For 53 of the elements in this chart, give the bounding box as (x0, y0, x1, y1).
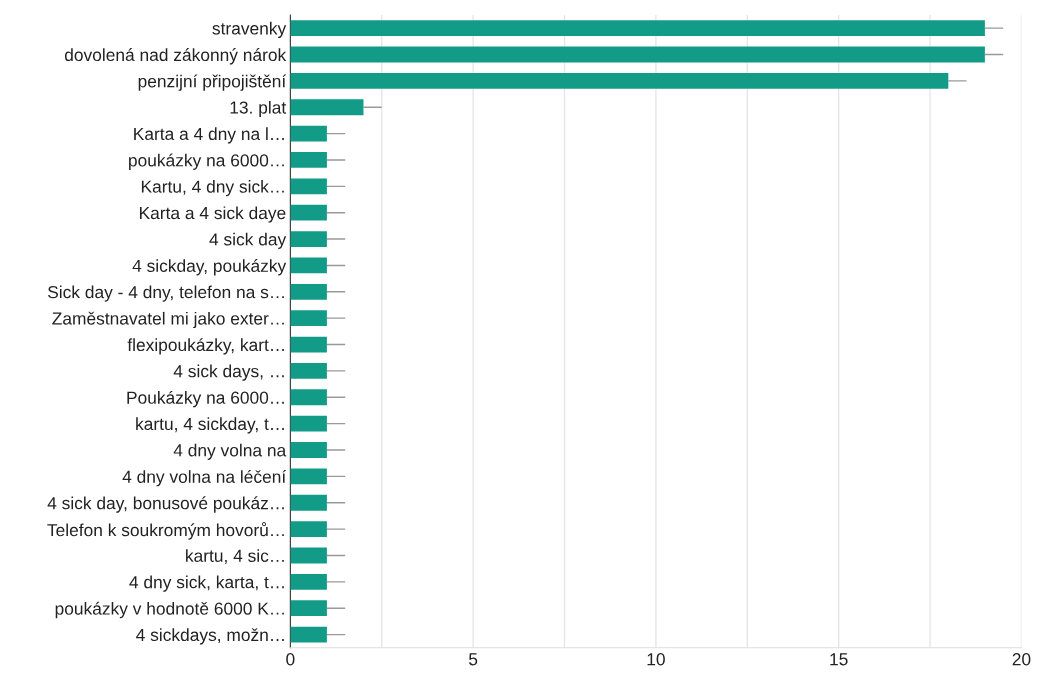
y-tick-label: kartu, 4 sic… (186, 549, 284, 564)
y-tick-label: Kartu, 4 dny sick… (141, 180, 284, 197)
bar (290, 125, 327, 142)
bar (290, 283, 327, 300)
bar (290, 362, 327, 379)
bar (290, 336, 327, 353)
y-tick-label: 4 sickday, poukázky (132, 259, 287, 276)
bar (290, 415, 327, 432)
y-tick-label: 4 sick day, bonusové poukáz… (47, 496, 284, 513)
bar (290, 310, 327, 327)
x-tick-label: 5 (469, 653, 478, 666)
bar (290, 20, 985, 37)
y-tick-label: Karta a 4 dny na l… (134, 127, 284, 144)
y-tick-label: 4 sick days, … (173, 364, 284, 381)
y-tick-label: Karta a 4 sick daye (139, 206, 286, 223)
y-tick-label: poukázky na 6000… (129, 153, 284, 170)
y-tick-label: Poukázky na 6000… (127, 390, 284, 408)
bar (290, 389, 327, 406)
bar (290, 442, 327, 458)
y-tick-label: penzijní připojištění (138, 74, 287, 91)
bar (290, 600, 327, 617)
x-tick-label: 15 (830, 653, 848, 666)
y-tick-label: 4 sickdays, možn… (136, 628, 284, 645)
bar (290, 178, 327, 195)
y-tick-label: Sick day - 4 dny, telefon na s… (47, 285, 284, 302)
y-tick-label: dovolená nad zákonný nárok (64, 48, 287, 65)
x-tick-label: 10 (647, 653, 665, 666)
bar (290, 494, 327, 511)
y-tick-label: Telefon k soukromým hovorů… (47, 522, 284, 540)
bar (290, 257, 327, 274)
bar (290, 573, 327, 590)
bar (290, 46, 985, 63)
x-tick-label: 20 (1012, 653, 1031, 666)
bar (290, 547, 327, 564)
y-tick-label: 4 dny sick, karta, t… (129, 575, 284, 592)
y-tick-label: 4 dny volna na léčení (122, 469, 287, 487)
bar (290, 204, 327, 221)
bar (290, 521, 327, 538)
bar (290, 626, 327, 643)
bar (290, 231, 327, 247)
bar (290, 99, 364, 116)
y-tick-label: 4 dny volna na (173, 443, 287, 460)
y-tick-label: 13. plat (230, 100, 287, 118)
y-tick-label: Zaměstnavatel mi jako exter… (52, 311, 284, 329)
y-tick-label: kartu, 4 sickday, t… (136, 417, 284, 434)
y-tick-label: flexipoukázky, kart… (127, 338, 284, 355)
bar (290, 72, 949, 89)
bar (290, 468, 327, 485)
bar (290, 152, 327, 168)
y-tick-label: 4 sick day (209, 232, 287, 249)
y-tick-label: stravenky (212, 21, 287, 39)
x-tick-label: 0 (286, 653, 295, 666)
y-tick-label: poukázky v hodnotě 6000 K… (55, 601, 284, 619)
